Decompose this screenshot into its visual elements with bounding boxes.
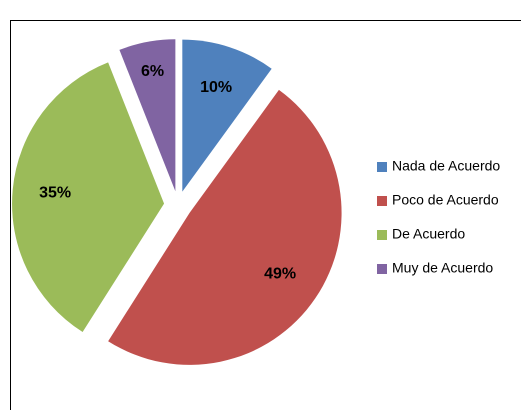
legend-label: Muy de Acuerdo: [392, 260, 493, 276]
legend-label: Poco de Acuerdo: [392, 192, 499, 208]
legend-label: De Acuerdo: [392, 226, 465, 242]
legend-swatch: [377, 162, 387, 172]
pie-slice: [12, 62, 165, 333]
data-label: 6%: [141, 63, 164, 80]
data-label: 35%: [39, 185, 71, 202]
pie-slice: [182, 39, 272, 192]
legend-swatch: [377, 230, 387, 240]
data-label: 49%: [264, 266, 296, 283]
legend-swatch: [377, 264, 387, 274]
pie-slice: [119, 39, 176, 192]
pie-slice: [108, 89, 342, 365]
data-label: 10%: [200, 79, 232, 96]
legend-swatch: [377, 196, 387, 206]
legend-label: Nada de Acuerdo: [392, 158, 500, 174]
